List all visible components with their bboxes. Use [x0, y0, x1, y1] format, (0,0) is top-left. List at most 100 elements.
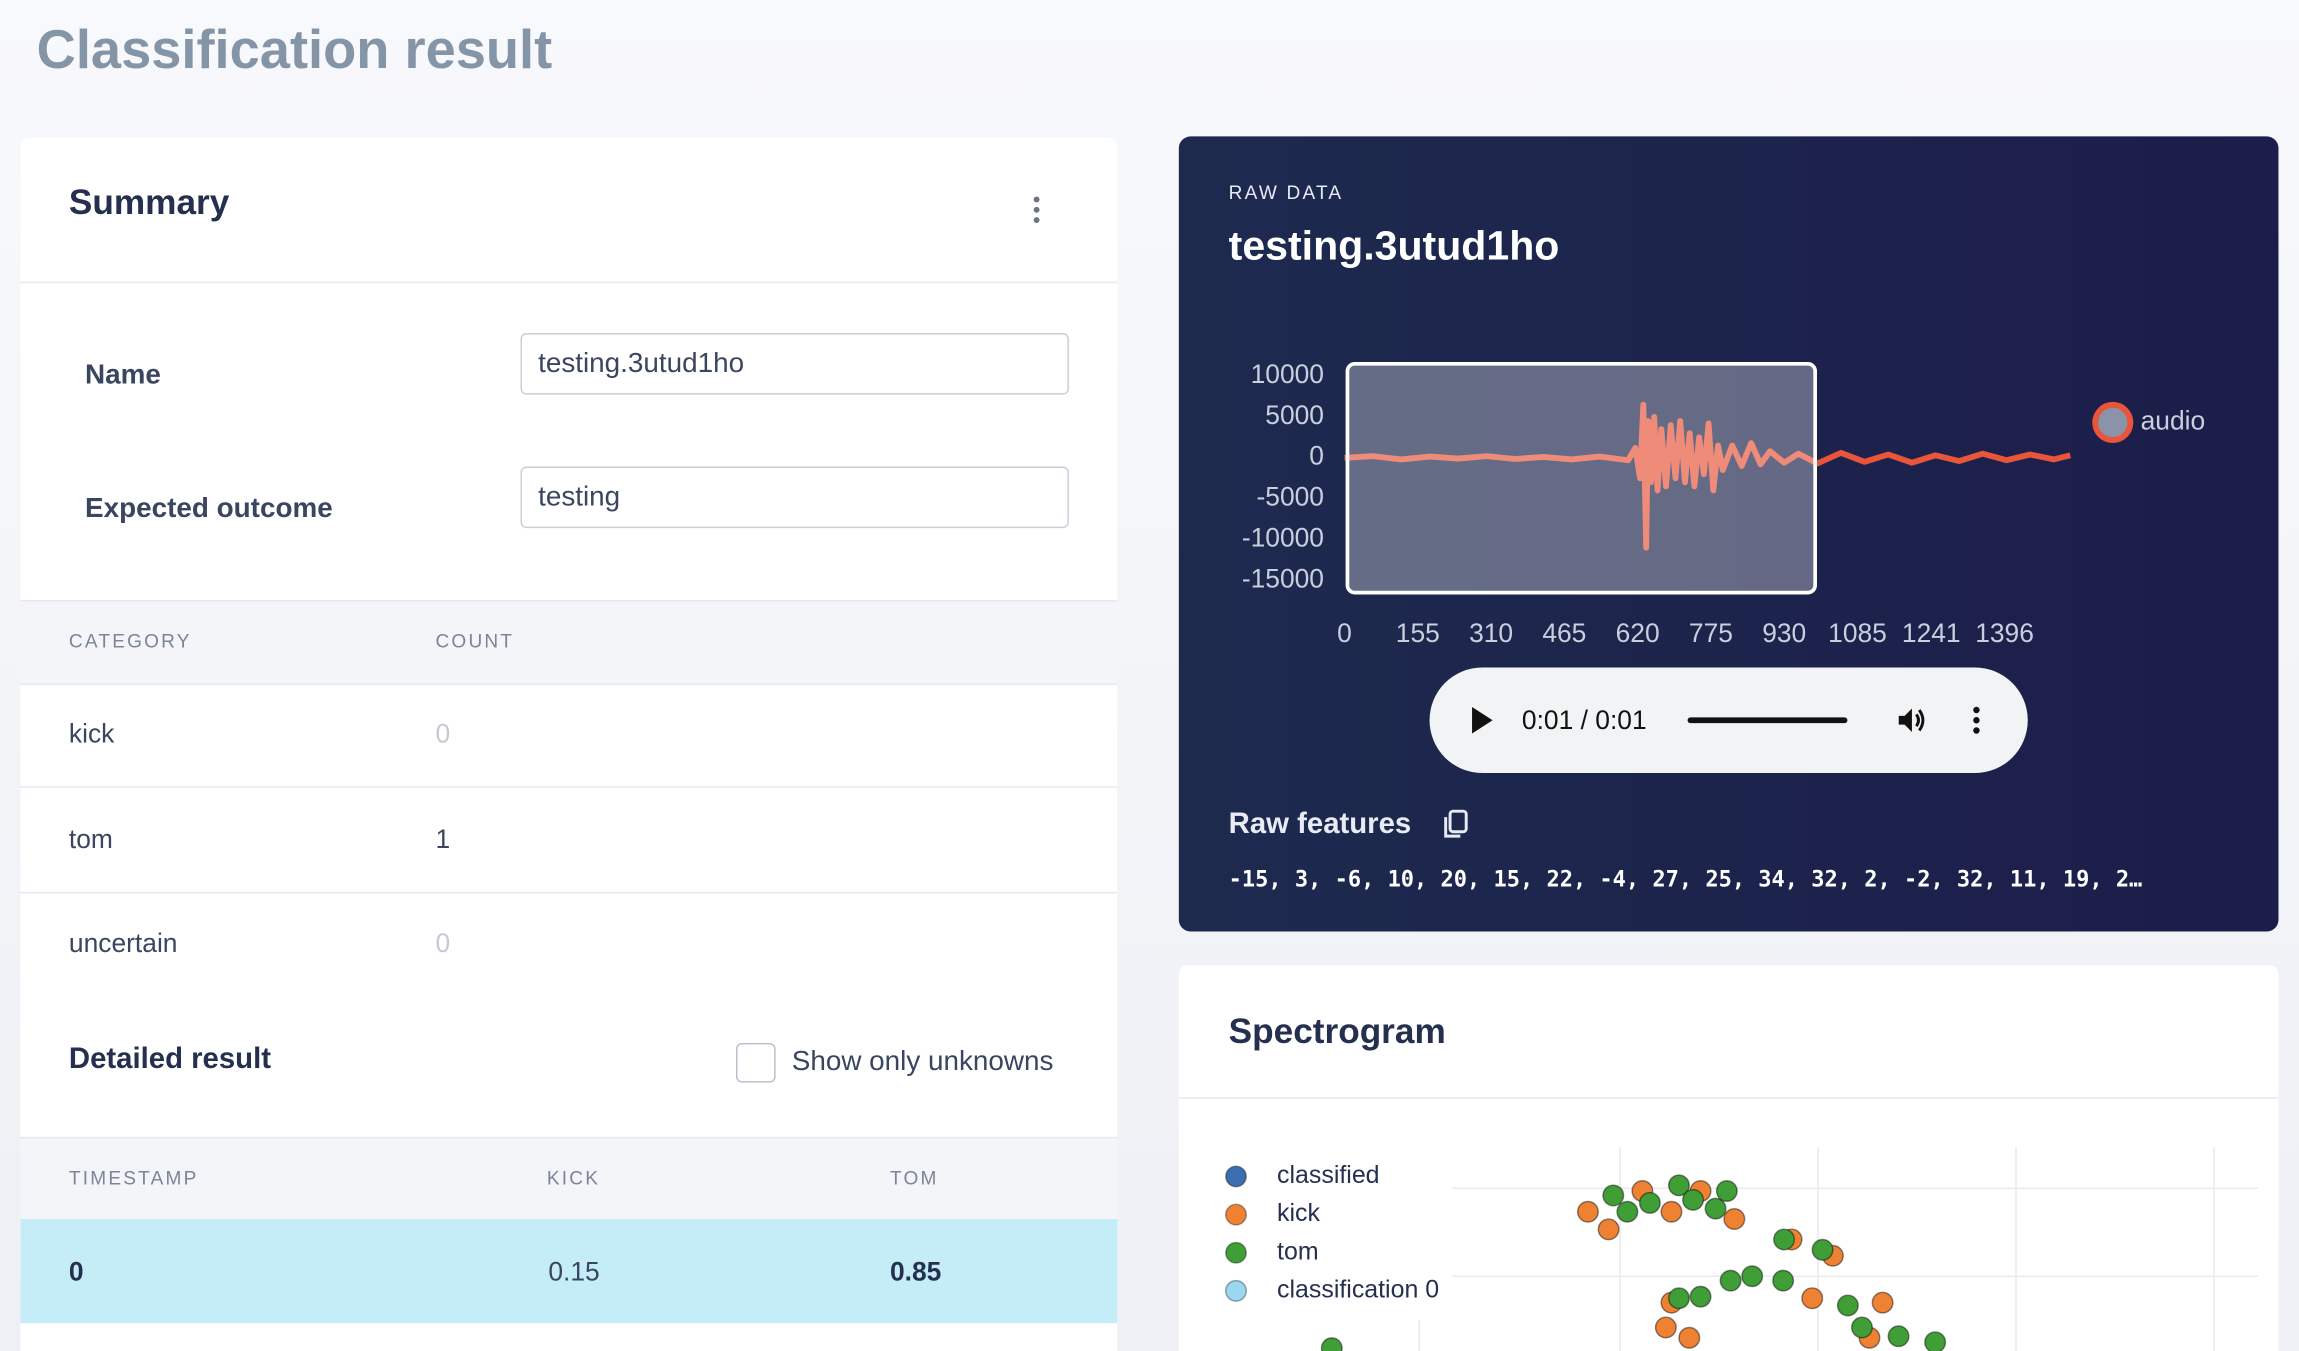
card-title: Summary	[68, 183, 230, 223]
y-tick-label: -10000	[1242, 522, 1324, 552]
legend-marker	[1225, 1165, 1248, 1188]
selection-window	[1345, 361, 1817, 595]
point	[1597, 1218, 1620, 1241]
section-title: Raw features	[1228, 808, 1412, 841]
point	[1654, 1316, 1677, 1339]
point	[1682, 1188, 1705, 1211]
point	[1660, 1200, 1683, 1223]
raw-features: -15, 3, -6, 10, 20, 15, 22, -4, 27, 25, …	[1228, 866, 2143, 893]
play-button[interactable]	[1466, 704, 1495, 736]
field-label: Name	[85, 360, 161, 391]
input-value: testing.3utud1ho	[538, 348, 745, 380]
point	[1719, 1269, 1742, 1292]
y-tick-label: -5000	[1257, 482, 1324, 512]
point	[1811, 1238, 1834, 1261]
divider	[1178, 1097, 2279, 1099]
column-header: KICK	[546, 1166, 601, 1189]
scatter-frame	[1418, 1147, 2258, 1351]
point	[1667, 1287, 1690, 1310]
column-header: CATEGORY	[68, 630, 192, 653]
x-tick-label: 1241	[1902, 618, 1961, 648]
count: 1	[435, 824, 451, 854]
x-tick-label: 155	[1396, 618, 1440, 648]
copy-button[interactable]	[1441, 808, 1470, 840]
y-tick-label: 10000	[1251, 359, 1324, 389]
x-tick-label: 465	[1542, 618, 1586, 648]
legend-label: classification 0	[1277, 1275, 1439, 1303]
divider	[20, 281, 1118, 284]
point	[1887, 1325, 1910, 1348]
x-tick-label: 1396	[1975, 618, 2034, 648]
point	[1741, 1265, 1764, 1288]
y-tick-label: 5000	[1265, 400, 1324, 430]
progress-bar[interactable]	[1687, 717, 1848, 724]
text-input[interactable]	[520, 332, 1069, 395]
category: kick	[68, 718, 115, 749]
point	[1772, 1269, 1795, 1292]
point	[1715, 1180, 1738, 1203]
timestamp: 0	[68, 1257, 84, 1287]
point	[1704, 1197, 1727, 1220]
point	[1678, 1326, 1701, 1349]
card-label: RAW DATA	[1228, 181, 1344, 204]
y-tick-label: 0	[1309, 441, 1324, 471]
point	[1773, 1228, 1796, 1251]
raw-data-card	[1178, 136, 2279, 932]
menu-button[interactable]	[1026, 195, 1047, 224]
point	[1638, 1191, 1661, 1214]
category: tom	[68, 824, 113, 854]
point	[1801, 1287, 1824, 1310]
field-label: Expected outcome	[85, 493, 333, 525]
y-tick-label: -15000	[1242, 563, 1324, 593]
point	[1850, 1316, 1873, 1339]
column-header: TIMESTAMP	[68, 1166, 199, 1189]
legend-marker	[1225, 1279, 1248, 1302]
legend-label: classified	[1277, 1161, 1379, 1189]
point	[1616, 1200, 1639, 1223]
card-title: Spectrogram	[1228, 1012, 1446, 1052]
time-display: 0:01 / 0:01	[1521, 705, 1647, 735]
x-tick-label: 1085	[1828, 618, 1887, 648]
score: 0.85	[889, 1257, 942, 1287]
legend-marker	[2092, 401, 2134, 444]
legend-marker	[1225, 1203, 1248, 1226]
point	[1667, 1174, 1690, 1197]
score: 0.15	[548, 1257, 600, 1287]
point	[1320, 1337, 1343, 1351]
page-title: Classification result	[36, 19, 553, 80]
divider	[20, 786, 1118, 788]
legend-label: kick	[1277, 1199, 1320, 1227]
point	[1689, 1285, 1712, 1308]
checkbox-label[interactable]: Show only unknowns	[791, 1046, 1054, 1078]
input-value: testing	[538, 481, 621, 513]
divider	[20, 891, 1118, 894]
selected-row[interactable]	[20, 1218, 1118, 1324]
checkbox[interactable]	[736, 1042, 776, 1083]
player-menu[interactable]	[1966, 706, 1987, 735]
count: 0	[435, 718, 451, 749]
point	[1924, 1331, 1947, 1351]
category: uncertain	[68, 928, 178, 958]
text-input[interactable]	[520, 466, 1069, 529]
column-header: TOM	[889, 1166, 939, 1189]
column-header: COUNT	[435, 630, 515, 653]
point	[1871, 1291, 1894, 1314]
x-tick-label: 775	[1689, 618, 1733, 648]
waveform	[1344, 401, 2071, 551]
legend-label: audio	[2141, 405, 2206, 435]
table-header	[20, 1136, 1118, 1221]
card-title: testing.3utud1ho	[1228, 222, 1560, 269]
section-title: Detailed result	[68, 1042, 271, 1076]
volume-button[interactable]	[1894, 703, 1929, 738]
table-header	[20, 599, 1118, 686]
legend-marker	[1225, 1241, 1248, 1264]
point	[1602, 1184, 1625, 1207]
point	[1836, 1294, 1859, 1317]
count: 0	[435, 928, 451, 958]
x-tick-label: 620	[1616, 618, 1660, 648]
x-tick-label: 310	[1469, 618, 1513, 648]
x-tick-label: 930	[1762, 618, 1806, 648]
